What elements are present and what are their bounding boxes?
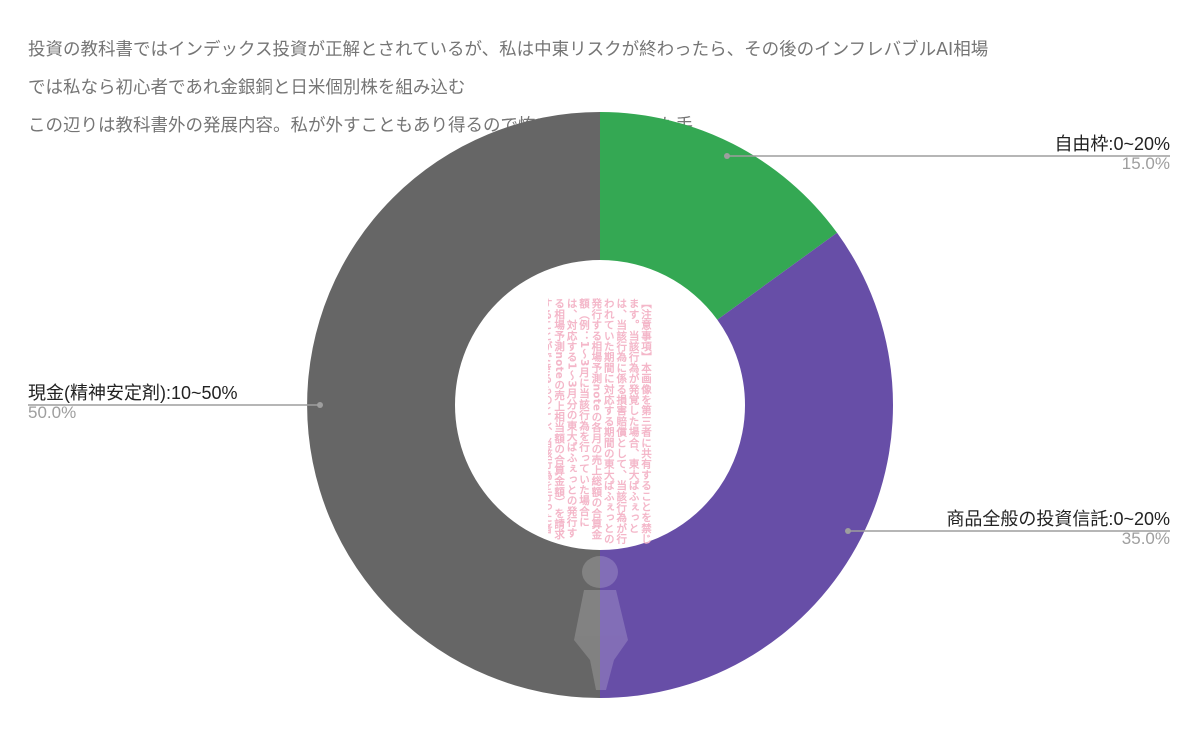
watermark-figure (574, 556, 628, 690)
title-line-1: 投資の教科書ではインデックス投資が正解とされているが、私は中東リスクが終わったら… (28, 40, 989, 60)
leader-lines (28, 153, 1170, 534)
leader-dot-funds (845, 528, 851, 534)
label-free-pct: 15.0% (1121, 154, 1170, 173)
label-funds-name: 商品全般の投資信託:0~20% (946, 509, 1170, 529)
watermark-notice: 【注意事項】本画像を第三者に共有することを禁じます。当該行為が発覚した場合、東大… (548, 298, 652, 545)
label-funds: 商品全般の投資信託:0~20% 35.0% (946, 509, 1170, 549)
label-cash-name: 現金(精神安定剤):10~50% (28, 383, 238, 403)
label-cash-pct: 50.0% (28, 403, 77, 422)
leader-dot-free (724, 153, 730, 159)
label-funds-pct: 35.0% (1121, 529, 1170, 548)
label-free-name: 自由枠:0~20% (1054, 134, 1170, 154)
donut-slice-2 (307, 112, 600, 698)
label-cash: 現金(精神安定剤):10~50% 50.0% (28, 383, 238, 423)
donut-slices (307, 112, 893, 698)
label-free: 自由枠:0~20% 15.0% (1054, 134, 1170, 174)
title-line-2: では私なら初心者であれ金銀銅と日米個別株を組み込む (28, 78, 466, 98)
donut-slice-0 (600, 112, 838, 320)
chart-title: 投資の教科書ではインデックス投資が正解とされているが、私は中東リスクが終わったら… (28, 22, 1188, 155)
leader-dot-cash (317, 402, 323, 408)
donut-slice-1 (600, 232, 893, 698)
